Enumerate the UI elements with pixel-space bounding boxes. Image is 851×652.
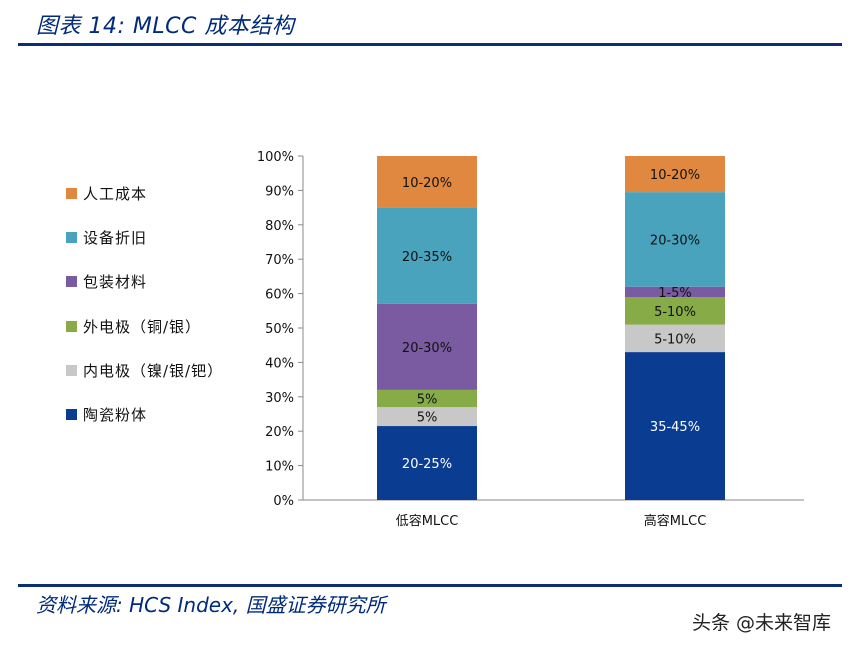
bar-segment: [377, 407, 477, 427]
legend-swatch: [66, 188, 77, 199]
legend-label: 内电极（镍/银/钯）: [83, 362, 224, 380]
data-label: 5-10%: [654, 305, 696, 320]
x-category-label: 高容MLCC: [644, 513, 707, 529]
data-label: 5-10%: [654, 332, 696, 347]
legend-item-packaging: 包装材料: [66, 271, 147, 292]
legend-item-internal-electrode: 内电极（镍/银/钯）: [66, 360, 223, 381]
y-tick-label: 10%: [265, 460, 294, 475]
data-label: 35-45%: [650, 420, 700, 435]
legend-label: 外电极（铜/银）: [83, 318, 202, 336]
legend-swatch: [66, 365, 77, 376]
legend-swatch: [66, 409, 77, 420]
y-tick-label: 80%: [265, 219, 294, 234]
legend-item-depreciation: 设备折旧: [66, 227, 147, 248]
legend-item-ceramic-powder: 陶瓷粉体: [66, 404, 147, 425]
header-rule: [18, 43, 842, 46]
legend-label: 人工成本: [83, 185, 148, 203]
data-label: 1-5%: [658, 286, 692, 301]
legend-item-external-electrode: 外电极（铜/银）: [66, 316, 201, 337]
footer-rule: [18, 584, 842, 587]
legend-label: 陶瓷粉体: [83, 406, 148, 424]
y-tick-label: 20%: [265, 425, 294, 440]
y-tick-label: 0%: [273, 494, 294, 509]
data-label: 20-25%: [402, 457, 452, 472]
source-note: 资料来源: HCS Index, 国盛证券研究所: [36, 593, 386, 617]
y-tick-label: 70%: [265, 253, 294, 268]
bar-segment: [377, 303, 477, 390]
legend-swatch: [66, 321, 77, 332]
data-label: 20-35%: [402, 250, 452, 265]
data-label: 20-30%: [650, 233, 700, 248]
data-label: 20-30%: [402, 341, 452, 356]
legend-swatch: [66, 232, 77, 243]
bar-segment: [377, 426, 477, 500]
y-tick-label: 40%: [265, 356, 294, 371]
watermark: 头条 @未来智库: [691, 612, 831, 634]
bar-segment: [377, 207, 477, 304]
x-category-label: 低容MLCC: [396, 513, 459, 529]
bar-segment: [625, 297, 725, 325]
legend-label: 包装材料: [83, 273, 148, 291]
legend-label: 设备折旧: [83, 229, 148, 247]
data-label: 10-20%: [650, 168, 700, 183]
bar-segment: [377, 389, 477, 408]
bar-segment: [625, 286, 725, 298]
y-tick-label: 90%: [265, 184, 294, 199]
bar-segment: [377, 156, 477, 208]
legend-swatch: [66, 276, 77, 287]
stacked-bar-chart: 0% 10% 20% 30% 40% 50% 60% 70% 80% 90% 100% 20-25% 5…: [257, 150, 804, 529]
page-title: 图表 14: MLCC 成本结构: [36, 14, 295, 39]
data-label: 5%: [417, 411, 438, 426]
data-label: 10-20%: [402, 176, 452, 191]
y-tick-label: 50%: [265, 322, 294, 337]
data-label: 5%: [417, 393, 438, 408]
bar-segment: [625, 192, 725, 287]
legend-item-labor: 人工成本: [66, 183, 147, 204]
bar-segment: [625, 156, 725, 193]
bar-segment: [625, 352, 725, 500]
y-tick-label: 100%: [257, 150, 294, 165]
y-tick-label: 60%: [265, 288, 294, 303]
y-tick-label: 30%: [265, 391, 294, 406]
bar-segment: [625, 324, 725, 353]
